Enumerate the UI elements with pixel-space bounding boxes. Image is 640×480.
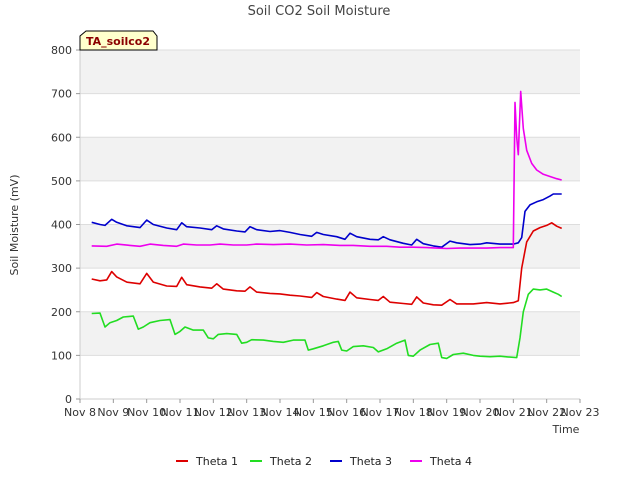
y-tick-label: 600	[51, 131, 72, 144]
plot-band	[80, 224, 580, 269]
x-tick-label: Nov 12	[194, 406, 233, 419]
series-layer	[91, 90, 563, 360]
y-tick-label: 100	[51, 349, 72, 362]
x-tick-label: Nov 15	[294, 406, 333, 419]
x-tick-label: Nov 8	[64, 406, 96, 419]
x-tick-label: Nov 10	[127, 406, 166, 419]
y-tick-labels: 0 100 200 300 400 500 600 700 800	[51, 44, 80, 406]
x-tick-label: Nov 21	[494, 406, 533, 419]
x-tick-label: Nov 14	[261, 406, 300, 419]
x-tick-label: Nov 17	[361, 406, 400, 419]
y-tick-label: 700	[51, 88, 72, 101]
y-tick-label: 300	[51, 262, 72, 275]
y-tick-label: 800	[51, 44, 72, 57]
chart-title: Soil CO2 Soil Moisture	[248, 4, 391, 19]
series-line-theta-3	[91, 193, 562, 248]
y-axis-title: Soil Moisture (mV)	[8, 175, 21, 276]
x-axis-title: Time	[552, 423, 580, 436]
tag-box	[79, 30, 158, 51]
x-tick-label: Nov 18	[394, 406, 433, 419]
legend-item-theta-3: Theta 3	[330, 455, 392, 468]
series-line-theta-4	[91, 90, 562, 250]
legend: Theta 1 Theta 2 Theta 3 Theta 4	[176, 455, 472, 468]
legend-label: Theta 3	[349, 455, 392, 468]
y-tick-label: 0	[65, 393, 72, 406]
y-tick-label: 400	[51, 219, 72, 232]
x-tick-label: Nov 19	[427, 406, 466, 419]
legend-item-theta-4: Theta 4	[410, 455, 472, 468]
x-tick-label: Nov 23	[561, 406, 600, 419]
x-tick-label: Nov 11	[161, 406, 200, 419]
x-tick-label: Nov 16	[327, 406, 366, 419]
x-tick-label: Nov 22	[527, 406, 566, 419]
legend-label: Theta 2	[269, 455, 312, 468]
x-tick-label: Nov 9	[97, 406, 129, 419]
legend-item-theta-1: Theta 1	[176, 455, 238, 468]
tag-label: TA_soilco2	[79, 30, 158, 51]
plot-band	[80, 137, 580, 181]
series-line-theta-1	[91, 222, 563, 306]
x-tick-label: Nov 13	[227, 406, 266, 419]
plot-band	[80, 50, 580, 94]
y-tick-label: 500	[51, 175, 72, 188]
plot-band	[80, 311, 580, 356]
legend-label: Theta 4	[429, 455, 472, 468]
tag-text: TA_soilco2	[86, 35, 150, 48]
x-tick-label: Nov 20	[461, 406, 500, 419]
legend-item-theta-2: Theta 2	[250, 455, 312, 468]
series-line-theta-2	[91, 288, 563, 360]
gridlines	[80, 49, 580, 400]
legend-label: Theta 1	[195, 455, 238, 468]
y-tick-label: 200	[51, 306, 72, 319]
